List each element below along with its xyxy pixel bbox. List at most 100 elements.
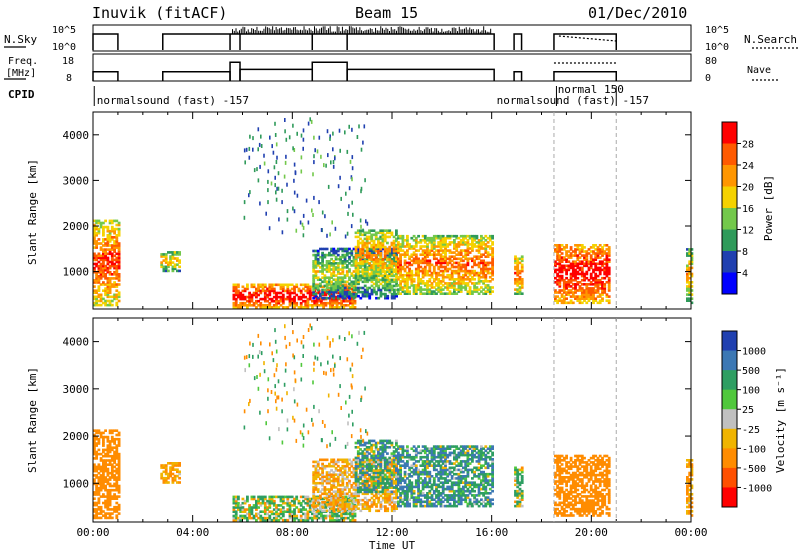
power-cell-2 bbox=[268, 287, 272, 291]
velocity-cell-4 bbox=[356, 452, 360, 455]
power-cell-5 bbox=[457, 284, 461, 287]
velocity-cell-2 bbox=[259, 501, 263, 505]
power-scatter bbox=[284, 160, 287, 165]
velocity-cell-2 bbox=[268, 504, 272, 507]
power-cell-5 bbox=[419, 288, 423, 291]
power-cell-7 bbox=[580, 248, 584, 251]
power-cell-3 bbox=[370, 249, 374, 253]
power-cell-2 bbox=[232, 304, 236, 307]
power-cell-5 bbox=[399, 280, 402, 283]
power-cell-3 bbox=[379, 274, 383, 277]
power-cell-5 bbox=[439, 247, 443, 250]
power-cell-5 bbox=[482, 280, 485, 283]
power-cell-5 bbox=[428, 236, 432, 240]
power-cell-2 bbox=[346, 299, 350, 303]
power-cell-3 bbox=[357, 264, 360, 267]
power-cell-7 bbox=[556, 256, 559, 259]
power-cell-4 bbox=[386, 241, 389, 245]
power-cell-5 bbox=[428, 278, 432, 281]
power-cell-5 bbox=[480, 234, 483, 238]
velocity-cell-3 bbox=[314, 475, 318, 479]
power-cell-7 bbox=[601, 287, 604, 290]
power-cell-1 bbox=[167, 263, 170, 266]
power-cell-3 bbox=[321, 270, 324, 273]
power-cell-2 bbox=[293, 299, 296, 303]
power-cell-5 bbox=[477, 251, 481, 254]
power-cell-4 bbox=[365, 256, 369, 259]
velocity-cell-0 bbox=[99, 457, 103, 460]
velocity-cell-0 bbox=[117, 505, 121, 509]
velocity-cell-0 bbox=[95, 457, 98, 460]
velocity-cell-0 bbox=[115, 508, 119, 511]
power-scatter bbox=[351, 127, 353, 132]
power-cell-0 bbox=[97, 293, 101, 297]
power-scatter bbox=[312, 213, 314, 217]
power-cell-7 bbox=[594, 262, 598, 266]
velocity-cell-1 bbox=[169, 472, 172, 476]
power-cell-5 bbox=[430, 290, 434, 293]
velocity-cell-2 bbox=[272, 512, 276, 516]
power-cell-5 bbox=[475, 257, 479, 261]
power-cell-7 bbox=[589, 293, 593, 296]
power-scatter bbox=[313, 135, 315, 140]
velocity-cell-2 bbox=[308, 497, 312, 501]
velocity-cell-2 bbox=[268, 514, 272, 518]
power-cell-3 bbox=[334, 268, 338, 271]
velocity-cell-3 bbox=[361, 475, 365, 479]
velocity-cell-0 bbox=[113, 437, 116, 441]
velocity-cell-0 bbox=[99, 488, 103, 492]
velocity-cell-3 bbox=[377, 458, 381, 462]
power-cell-3 bbox=[384, 294, 387, 298]
velocity-cell-0 bbox=[106, 497, 110, 500]
velocity-cell-3 bbox=[321, 509, 324, 513]
power-cell-3 bbox=[336, 294, 340, 298]
power-cell-0 bbox=[108, 238, 112, 241]
power-cell-3 bbox=[361, 290, 365, 294]
velocity-cell-0 bbox=[104, 476, 107, 479]
power-cell-3 bbox=[328, 268, 331, 271]
power-cell-3 bbox=[361, 264, 365, 267]
power-cell-4 bbox=[379, 235, 383, 239]
power-cell-4 bbox=[372, 245, 376, 249]
power-cell-7 bbox=[556, 250, 559, 253]
velocity-cell-2 bbox=[266, 506, 269, 509]
power-cell-2 bbox=[275, 291, 278, 295]
power-cell-3 bbox=[330, 280, 333, 284]
velocity-cell-3 bbox=[384, 494, 387, 498]
power-cell-5 bbox=[439, 292, 443, 295]
power-cell-3 bbox=[332, 294, 336, 298]
power-cell-5 bbox=[484, 280, 488, 283]
power-cell-5 bbox=[453, 280, 456, 283]
power-cell-5 bbox=[410, 255, 414, 258]
power-cell-7 bbox=[583, 272, 586, 276]
power-cell-0 bbox=[108, 221, 112, 225]
power-cell-2 bbox=[288, 295, 292, 299]
power-cell-5 bbox=[441, 259, 445, 263]
power-cell-7 bbox=[598, 295, 602, 298]
power-cell-0 bbox=[108, 260, 112, 264]
power-cell-4 bbox=[379, 247, 383, 251]
power-cell-7 bbox=[574, 254, 577, 257]
velocity-cell-4 bbox=[370, 448, 374, 451]
velocity-cell-3 bbox=[325, 496, 329, 500]
power-cell-5 bbox=[414, 245, 418, 248]
velocity-cell-0 bbox=[108, 429, 112, 432]
velocity-cell-4 bbox=[365, 441, 369, 445]
power-cell-5 bbox=[477, 275, 481, 279]
velocity-cell-3 bbox=[332, 494, 336, 498]
power-cell-3 bbox=[352, 292, 356, 296]
power-cell-0 bbox=[108, 281, 112, 284]
power-cell-5 bbox=[488, 234, 492, 238]
velocity-cell-3 bbox=[357, 458, 360, 462]
power-cell-7 bbox=[562, 268, 566, 272]
power-cell-0 bbox=[108, 264, 112, 268]
velocity-cell-3 bbox=[393, 496, 396, 500]
power-cell-0 bbox=[97, 289, 101, 292]
velocity-cell-4 bbox=[361, 456, 365, 460]
power-cell-0 bbox=[93, 231, 96, 235]
velocity-cell-0 bbox=[95, 454, 98, 458]
power-cell-7 bbox=[607, 295, 611, 298]
power-cell-5 bbox=[426, 236, 429, 240]
power-cell-5 bbox=[430, 241, 434, 244]
power-cell-3 bbox=[350, 280, 354, 284]
